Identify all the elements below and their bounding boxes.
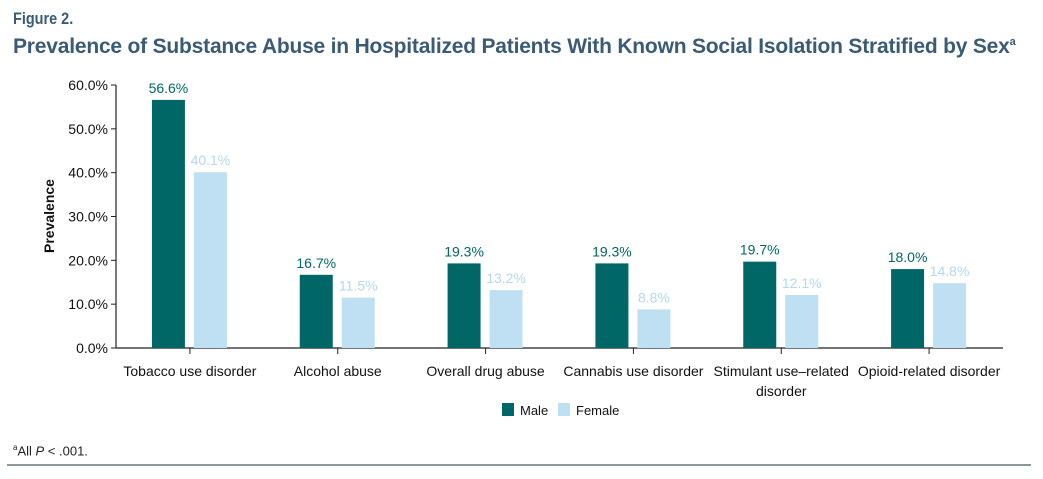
data-label-male: 18.0% xyxy=(888,249,928,265)
y-tick-label: 20.0% xyxy=(68,252,108,268)
data-label-female: 40.1% xyxy=(191,152,231,168)
legend-label-female: Female xyxy=(576,403,619,418)
chart-title: Prevalence of Substance Abuse in Hospita… xyxy=(13,35,1016,59)
y-tick-label: 10.0% xyxy=(68,296,108,312)
bar-male xyxy=(891,269,925,348)
bar-female xyxy=(489,290,523,348)
x-tick-label: Cannabis use disorder xyxy=(563,363,703,379)
data-label-male: 56.6% xyxy=(149,80,189,96)
bar-male xyxy=(151,99,185,348)
legend-swatch-female xyxy=(558,403,570,416)
data-label-female: 12.1% xyxy=(782,275,822,291)
legend-label-male: Male xyxy=(520,403,548,418)
legend-swatch-male xyxy=(502,403,514,416)
data-label-male: 19.7% xyxy=(740,242,780,258)
bar-male xyxy=(743,261,777,348)
bar-female xyxy=(341,297,375,348)
x-tick-label: Alcohol abuse xyxy=(294,363,382,379)
x-tick-label: Opioid-related disorder xyxy=(858,363,1001,379)
data-label-male: 19.3% xyxy=(444,243,484,259)
y-axis-title: Prevalence xyxy=(41,179,57,253)
divider xyxy=(7,464,1031,466)
footnote-marker: a xyxy=(13,443,18,452)
bar-male xyxy=(447,263,481,348)
data-label-female: 13.2% xyxy=(486,270,526,286)
data-label-male: 16.7% xyxy=(296,255,336,271)
footnote: aAll P < .001. xyxy=(13,443,88,458)
x-tick-label: disorder xyxy=(756,383,807,399)
x-tick-label: Tobacco use disorder xyxy=(123,363,256,379)
data-label-female: 11.5% xyxy=(339,278,378,294)
x-tick-label: Stimulant use–related xyxy=(714,363,849,379)
data-label-female: 8.8% xyxy=(638,289,670,305)
title-superscript: a xyxy=(1009,36,1016,48)
footnote-text-end: < .001. xyxy=(44,443,88,459)
x-tick-label: Overall drug abuse xyxy=(426,363,545,379)
footnote-italic: P xyxy=(35,443,45,459)
bar-female xyxy=(785,294,819,348)
bar-female xyxy=(637,309,671,348)
bar-male xyxy=(595,263,629,348)
y-tick-label: 60.0% xyxy=(68,77,108,93)
bar-female xyxy=(933,283,967,348)
bar-male xyxy=(299,274,333,348)
data-label-female: 14.8% xyxy=(930,263,970,279)
title-text: Prevalence of Substance Abuse in Hospita… xyxy=(13,35,1010,58)
y-tick-label: 40.0% xyxy=(68,165,108,181)
y-tick-label: 30.0% xyxy=(68,209,108,225)
figure-label: Figure 2. xyxy=(13,9,74,28)
bar-female xyxy=(193,172,227,348)
footnote-text: All xyxy=(17,443,36,459)
y-tick-label: 0.0% xyxy=(76,340,108,356)
data-label-male: 19.3% xyxy=(592,243,632,259)
y-tick-label: 50.0% xyxy=(68,121,108,137)
